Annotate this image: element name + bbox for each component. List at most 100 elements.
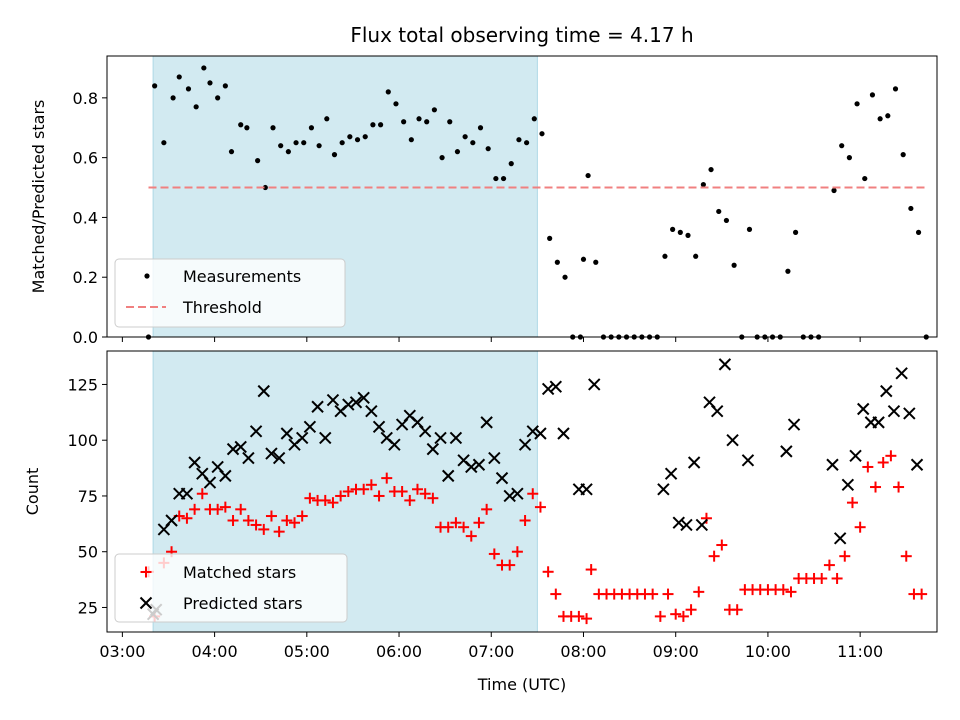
matched-point (823, 559, 835, 571)
predicted-point (426, 442, 440, 456)
x-tick-label: 07:00 (468, 642, 514, 661)
predicted-point (388, 438, 401, 451)
measurement-point (222, 83, 228, 89)
matched-point (458, 521, 470, 533)
measurement-point (439, 155, 445, 161)
matched-point (473, 517, 485, 529)
measurement-point (900, 152, 906, 158)
x-tick-label: 05:00 (284, 642, 330, 661)
matched-point (289, 517, 301, 529)
matched-point (534, 501, 546, 513)
predicted-point (257, 384, 270, 398)
measurement-point (485, 146, 491, 152)
measurement-point (424, 119, 430, 125)
measurement-point (685, 232, 691, 238)
measurement-point (454, 149, 461, 155)
predicted-point (549, 380, 563, 393)
predicted-point (741, 454, 755, 467)
measurement-point (408, 137, 414, 143)
matched-point (900, 550, 912, 562)
measurement-point (746, 226, 753, 232)
measurement-point (255, 158, 261, 164)
measurement-point (846, 155, 852, 161)
matched-point (381, 472, 393, 484)
predicted-point (710, 405, 724, 418)
measurement-point (839, 143, 845, 149)
matched-point (777, 584, 789, 596)
predicted-point (465, 460, 478, 474)
measurement-point (585, 172, 591, 179)
measurement-point (524, 140, 530, 146)
matched-point (854, 521, 866, 533)
predicted-point (303, 420, 317, 434)
predicted-point (557, 427, 570, 440)
measurement-point (347, 134, 353, 140)
matched-point (488, 548, 500, 560)
matched-point (685, 604, 697, 616)
measurement-point (477, 125, 484, 131)
matched-point (885, 450, 897, 462)
measurement-point (677, 229, 683, 235)
matched-point (519, 514, 531, 526)
measurement-point (862, 175, 868, 182)
predicted-point (910, 458, 924, 471)
matched-point (427, 492, 439, 504)
measurement-point (339, 140, 345, 146)
predicted-point (718, 358, 732, 371)
predicted-point (518, 438, 532, 451)
bottom-x-axis: 03:00 04:00 05:00 06:00 07:00 08:00 09:00 10:00… (99, 632, 883, 661)
measurement-point (270, 125, 276, 131)
matched-point (862, 461, 874, 473)
matched-stars-series (143, 450, 928, 625)
matched-point (235, 503, 247, 515)
x-axis-label: Time (UTC) (477, 675, 566, 694)
measurement-point (892, 86, 899, 92)
legend-threshold-label: Threshold (182, 298, 262, 317)
matched-point (219, 501, 231, 513)
measurement-point (285, 149, 291, 155)
top-legend: Measurements Threshold (114, 258, 346, 328)
measurement-point (185, 86, 192, 92)
matched-point (373, 490, 385, 502)
measurement-point (447, 119, 453, 125)
measurement-point (215, 95, 221, 101)
top-x-axis (121, 337, 861, 342)
top-y-tick-label: 0.2 (73, 268, 98, 287)
matched-point (273, 526, 285, 538)
predicted-point (495, 471, 509, 485)
matched-point (296, 510, 308, 522)
measurement-point (708, 166, 714, 173)
measurement-point (508, 161, 514, 167)
measurement-point (370, 122, 376, 128)
matched-point (647, 588, 659, 600)
matched-point (258, 523, 270, 535)
predicted-point (664, 467, 678, 480)
measurement-point (547, 235, 553, 241)
bottom-y-tick-label: 25 (78, 598, 98, 617)
predicted-point (833, 532, 847, 545)
predicted-point (272, 451, 286, 465)
measurement-point (908, 205, 914, 212)
matched-point (585, 564, 597, 576)
matched-point (550, 588, 562, 600)
bottom-y-tick-label: 50 (78, 543, 98, 562)
matched-point (816, 572, 828, 584)
predicted-point (188, 456, 201, 469)
legend-matched-label: Matched stars (183, 563, 296, 582)
predicted-point (541, 382, 555, 396)
measurement-point (670, 226, 676, 232)
measurement-point (278, 143, 284, 149)
measurement-point (308, 125, 315, 131)
matched-point (504, 559, 516, 571)
matched-point (785, 586, 797, 598)
measurement-point (362, 134, 368, 140)
matched-point (662, 588, 674, 600)
measurement-point (161, 140, 167, 146)
x-tick-label: 03:00 (99, 642, 145, 661)
matched-point (358, 483, 370, 495)
predicted-point (480, 416, 493, 429)
chart-title: Flux total observing time = 4.17 h (350, 23, 693, 47)
matched-point (581, 613, 593, 625)
matched-point (365, 479, 377, 491)
measurement-point (792, 229, 799, 235)
